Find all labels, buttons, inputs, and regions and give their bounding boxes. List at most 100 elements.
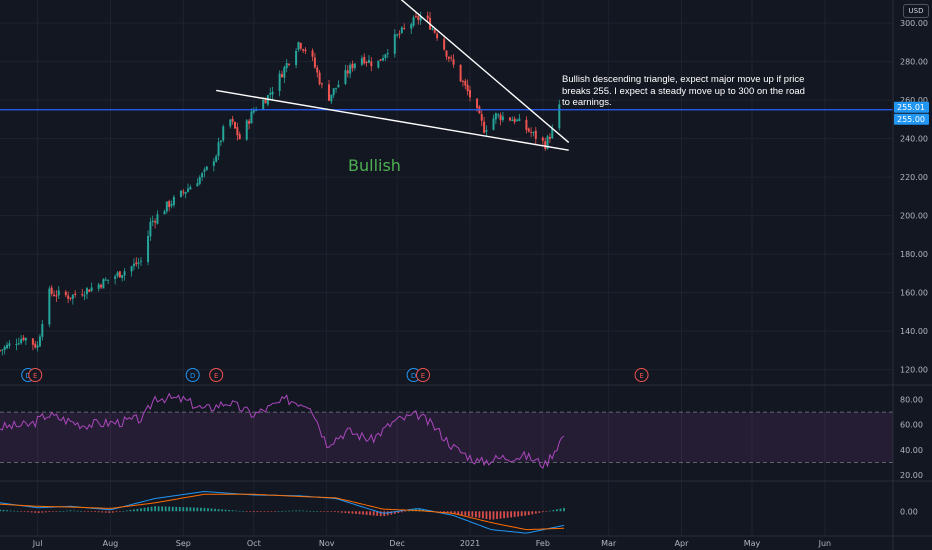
candle-body <box>518 118 521 121</box>
candle-body <box>156 214 159 224</box>
candle-body <box>90 287 93 291</box>
macd-histogram-bar <box>326 511 329 512</box>
macd-histogram-bar <box>443 511 446 513</box>
candle-body <box>525 119 528 130</box>
price-tick-label: 180.00 <box>900 250 928 259</box>
trendlines[interactable] <box>216 0 570 151</box>
macd-histogram-bar <box>55 511 58 512</box>
macd-histogram-bar <box>178 507 181 512</box>
bullish-annotation: Bullish <box>348 156 401 175</box>
candle-body <box>527 128 530 132</box>
price-tick-label: 280.00 <box>900 58 928 67</box>
candle-body <box>135 262 138 265</box>
macd-histogram-bar <box>256 511 259 512</box>
macd-histogram-bar <box>143 507 146 512</box>
candle-body <box>297 42 300 50</box>
candle-body <box>238 134 241 140</box>
candle-body <box>219 140 222 143</box>
macd-histogram-bar <box>154 506 156 512</box>
macd-histogram-bar <box>111 511 114 513</box>
macd-histogram-bar <box>464 511 467 516</box>
candle-body <box>140 260 142 262</box>
macd-histogram-bar <box>97 511 100 513</box>
macd-histogram-bar <box>51 511 54 512</box>
note-text: Bullish descending triangle, expect majo… <box>562 74 805 108</box>
candle-body <box>53 294 56 297</box>
candle-body <box>222 126 225 141</box>
candle-body <box>384 54 387 59</box>
macd-histogram-bar <box>118 511 121 512</box>
candle-body <box>447 56 450 59</box>
candle-body <box>485 129 488 132</box>
price-tick-label: 120.00 <box>900 366 928 375</box>
candle-body <box>201 173 204 178</box>
macd-histogram-bar <box>2 509 5 512</box>
macd-histogram-bar <box>214 508 216 512</box>
candle-body <box>382 57 385 61</box>
macd-histogram-bar <box>20 511 23 512</box>
currency-label[interactable]: USD <box>903 4 929 18</box>
candle-body <box>370 61 373 67</box>
candle-body <box>541 137 544 141</box>
event-marker-label: E <box>33 372 37 380</box>
rsi-tick-label: 60.00 <box>900 421 923 430</box>
macd-histogram-bar <box>263 511 266 512</box>
macd-histogram-bar <box>164 506 167 512</box>
candle-body <box>8 343 11 346</box>
macd-histogram-bar <box>80 511 82 512</box>
macd-histogram-bar <box>489 511 491 520</box>
macd-histogram-bar <box>482 511 484 519</box>
candle-body <box>34 343 37 348</box>
macd-histogram-bar <box>168 506 171 512</box>
candle-body <box>67 295 70 299</box>
x-tick-label: Jul <box>32 539 43 548</box>
candle-body <box>534 130 537 139</box>
event-marker <box>634 368 649 382</box>
event-marker <box>416 368 430 382</box>
macd-histogram-bar <box>94 511 97 512</box>
candle-body <box>264 99 267 104</box>
macd-histogram-bar <box>147 507 149 512</box>
macd-histogram-bar <box>348 511 350 514</box>
macd-histogram-bar <box>397 511 400 514</box>
macd-histogram-bar <box>439 511 442 512</box>
candle-body <box>464 80 467 86</box>
candle-body <box>38 336 41 347</box>
x-tick-label: Dec <box>389 539 404 548</box>
candle-body <box>217 142 220 156</box>
event-marker-label: D <box>190 372 195 380</box>
macd-histogram-bar <box>541 511 544 513</box>
candle-body <box>172 197 175 205</box>
macd-histogram-bar <box>316 511 319 512</box>
candle-body <box>365 62 368 64</box>
candle-body <box>302 49 305 51</box>
candle-body <box>558 104 561 129</box>
macd-histogram-bar <box>534 511 537 514</box>
candle-body <box>530 131 533 133</box>
macd-histogram-bar <box>44 511 47 513</box>
macd-histogram-bar <box>436 511 438 512</box>
candle-body <box>508 117 511 121</box>
candle-body <box>15 344 18 346</box>
candle-body <box>269 93 272 95</box>
price-tag <box>894 113 929 125</box>
candles <box>0 11 561 356</box>
macd-histogram-bar <box>517 511 520 517</box>
event-marker-label: E <box>421 372 425 380</box>
macd-histogram-bar <box>41 511 44 513</box>
candle-body <box>88 289 91 292</box>
macd-histogram-bar <box>460 511 463 516</box>
candle-body <box>137 262 140 264</box>
price-tick-label: 200.00 <box>900 212 928 221</box>
macd-histogram-bar <box>531 511 534 515</box>
macd-histogram-bar <box>210 508 213 512</box>
signal-line <box>0 493 565 531</box>
macd-histogram-bar <box>126 510 128 512</box>
candle-body <box>544 141 547 149</box>
macd-histogram-bar <box>284 510 287 512</box>
macd-histogram-bar <box>13 510 15 512</box>
macd-histogram-bar <box>291 510 294 512</box>
candle-body <box>252 110 255 113</box>
candle-body <box>320 83 323 85</box>
